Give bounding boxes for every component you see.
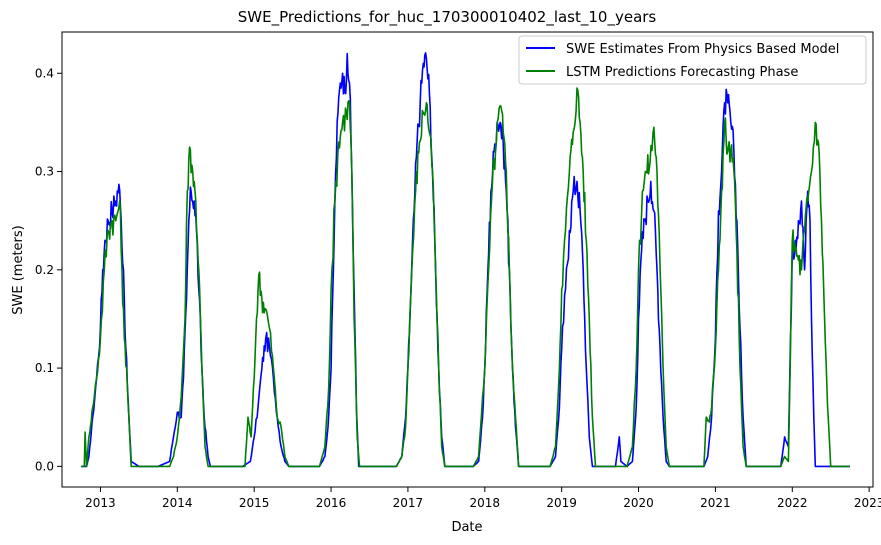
x-axis-label: Date (451, 520, 482, 535)
legend-label-physics-model: SWE Estimates From Physics Based Model (566, 42, 839, 57)
x-tick-label: 2020 (623, 496, 654, 510)
y-tick-label: 0.2 (35, 263, 54, 277)
y-tick-label: 0.3 (35, 165, 54, 179)
x-tick-label: 2016 (316, 496, 347, 510)
plot-area (61, 31, 874, 488)
x-tick-label: 2015 (239, 496, 270, 510)
series-line-0 (81, 52, 850, 468)
x-tick-label: 2013 (85, 496, 116, 510)
y-tick-label: 0.4 (35, 66, 54, 80)
x-tick-label: 2018 (470, 496, 501, 510)
axes-frame (61, 31, 874, 488)
y-axis-label: SWE (meters) (11, 225, 26, 314)
x-tick-label: 2021 (700, 496, 731, 510)
x-tick-label: 2019 (546, 496, 577, 510)
y-tick-label: 0.1 (35, 361, 54, 375)
x-tick-label: 2022 (777, 496, 808, 510)
legend: SWE Estimates From Physics Based Model L… (518, 35, 867, 85)
legend-box (518, 35, 867, 85)
legend-label-lstm: LSTM Predictions Forecasting Phase (566, 65, 798, 80)
x-tick-label: 2014 (162, 496, 193, 510)
series-line-1 (81, 87, 850, 468)
x-axis-ticks: 2013 2014 2015 2016 2017 2018 2019 2020 2021 2022… (85, 487, 881, 510)
x-tick-label: 2023 (854, 496, 881, 510)
x-tick-label: 2017 (393, 496, 424, 510)
y-axis-ticks: 0.0 0.1 0.2 0.3 0.4 (35, 66, 62, 473)
chart-title: SWE_Predictions_for_huc_170300010402_las… (238, 8, 657, 27)
y-tick-label: 0.0 (35, 459, 54, 473)
